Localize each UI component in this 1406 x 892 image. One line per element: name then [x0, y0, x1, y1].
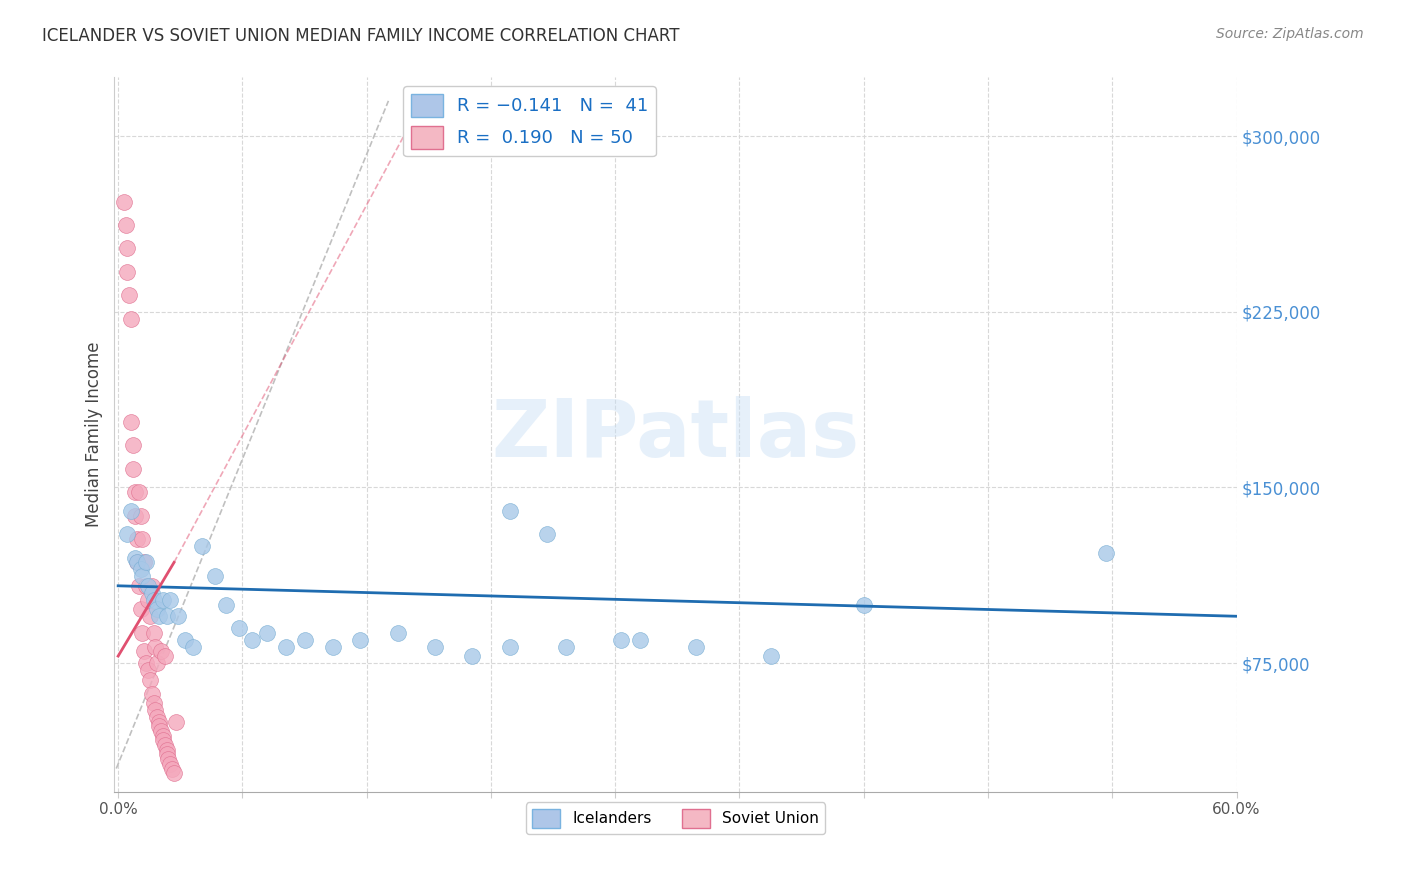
- Point: [134, 644, 156, 658]
- Point: [142, 625, 165, 640]
- Point: [387, 625, 409, 640]
- Point: [120, 311, 142, 326]
- Point: [159, 592, 181, 607]
- Point: [122, 438, 145, 452]
- Point: [274, 640, 297, 654]
- Point: [128, 579, 150, 593]
- Point: [152, 592, 174, 607]
- Point: [128, 485, 150, 500]
- Point: [146, 710, 169, 724]
- Y-axis label: Median Family Income: Median Family Income: [86, 342, 103, 527]
- Point: [163, 766, 186, 780]
- Point: [125, 555, 148, 569]
- Point: [141, 687, 163, 701]
- Text: ICELANDER VS SOVIET UNION MEDIAN FAMILY INCOME CORRELATION CHART: ICELANDER VS SOVIET UNION MEDIAN FAMILY …: [42, 27, 679, 45]
- Point: [191, 539, 214, 553]
- Point: [610, 632, 633, 647]
- Point: [759, 649, 782, 664]
- Point: [498, 640, 520, 654]
- Point: [148, 609, 170, 624]
- Point: [423, 640, 446, 654]
- Point: [117, 527, 139, 541]
- Point: [131, 532, 153, 546]
- Point: [131, 569, 153, 583]
- Point: [145, 703, 167, 717]
- Point: [139, 609, 162, 624]
- Text: Source: ZipAtlas.com: Source: ZipAtlas.com: [1216, 27, 1364, 41]
- Point: [294, 632, 316, 647]
- Point: [114, 218, 136, 232]
- Point: [461, 649, 484, 664]
- Point: [125, 532, 148, 546]
- Point: [349, 632, 371, 647]
- Point: [135, 555, 157, 569]
- Point: [129, 562, 152, 576]
- Point: [321, 640, 343, 654]
- Legend: Icelanders, Soviet Union: Icelanders, Soviet Union: [526, 803, 825, 834]
- Point: [134, 555, 156, 569]
- Point: [131, 625, 153, 640]
- Point: [141, 579, 163, 593]
- Point: [152, 733, 174, 747]
- Point: [628, 632, 651, 647]
- Point: [148, 719, 170, 733]
- Point: [120, 415, 142, 429]
- Point: [498, 504, 520, 518]
- Point: [215, 598, 238, 612]
- Point: [117, 242, 139, 256]
- Text: ZIPatlas: ZIPatlas: [491, 396, 859, 474]
- Point: [125, 555, 148, 569]
- Point: [685, 640, 707, 654]
- Point: [120, 504, 142, 518]
- Point: [135, 656, 157, 670]
- Point: [117, 265, 139, 279]
- Point: [155, 743, 177, 757]
- Point: [159, 756, 181, 771]
- Point: [118, 288, 141, 302]
- Point: [153, 649, 176, 664]
- Point: [240, 632, 263, 647]
- Point: [228, 621, 250, 635]
- Point: [136, 579, 159, 593]
- Point: [142, 592, 165, 607]
- Point: [155, 609, 177, 624]
- Point: [136, 663, 159, 677]
- Point: [141, 586, 163, 600]
- Point: [152, 729, 174, 743]
- Point: [150, 724, 173, 739]
- Point: [142, 696, 165, 710]
- Point: [135, 579, 157, 593]
- Point: [204, 569, 226, 583]
- Point: [136, 592, 159, 607]
- Point: [124, 485, 146, 500]
- Point: [148, 714, 170, 729]
- Point: [852, 598, 875, 612]
- Point: [124, 508, 146, 523]
- Point: [129, 602, 152, 616]
- Point: [160, 762, 183, 776]
- Point: [536, 527, 558, 541]
- Point: [155, 747, 177, 762]
- Point: [146, 602, 169, 616]
- Point: [146, 656, 169, 670]
- Point: [129, 508, 152, 523]
- Point: [124, 550, 146, 565]
- Point: [150, 644, 173, 658]
- Point: [112, 194, 135, 209]
- Point: [554, 640, 576, 654]
- Point: [256, 625, 278, 640]
- Point: [122, 461, 145, 475]
- Point: [139, 673, 162, 687]
- Point: [145, 640, 167, 654]
- Point: [165, 714, 187, 729]
- Point: [166, 609, 188, 624]
- Point: [1095, 546, 1118, 560]
- Point: [181, 640, 204, 654]
- Point: [174, 632, 197, 647]
- Point: [153, 738, 176, 752]
- Point: [157, 752, 180, 766]
